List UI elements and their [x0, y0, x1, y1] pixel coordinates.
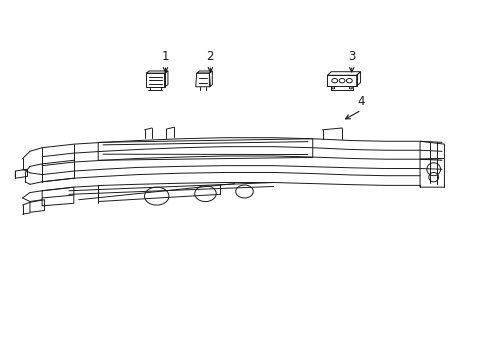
Text: 4: 4	[357, 95, 365, 108]
Text: 3: 3	[347, 50, 355, 63]
Text: 2: 2	[206, 50, 214, 63]
Text: 1: 1	[162, 50, 169, 63]
